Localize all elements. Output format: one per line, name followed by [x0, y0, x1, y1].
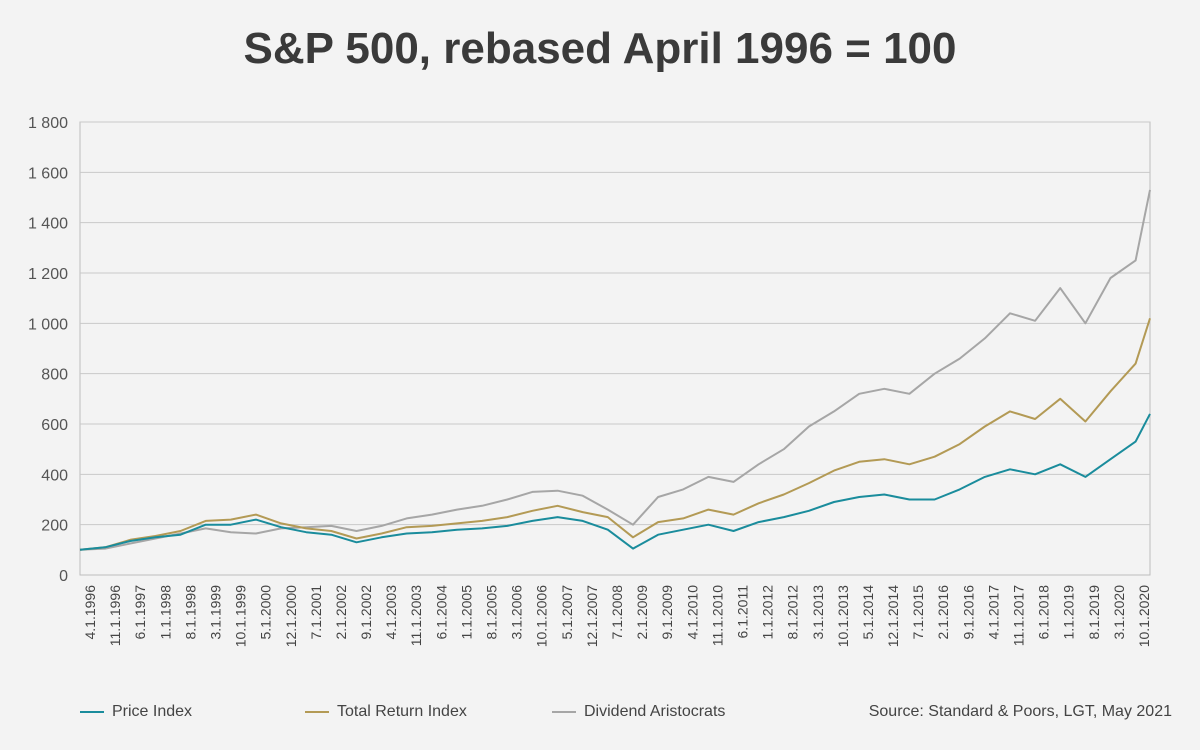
x-tick-label: 7.1.2015	[910, 585, 926, 640]
x-tick-label: 12.1.2000	[283, 585, 299, 647]
x-tick-label: 12.1.2007	[584, 585, 600, 647]
y-tick-label: 200	[41, 518, 68, 535]
legend-item-dividend-aristocrats: Dividend Aristocrats	[552, 703, 725, 721]
legend-swatch-dividend-aristocrats	[552, 711, 576, 713]
x-tick-label: 1.1.1998	[157, 585, 173, 640]
y-tick-label: 800	[41, 367, 68, 384]
x-tick-label: 6.1.2004	[433, 585, 449, 640]
x-tick-label: 1.1.2012	[760, 585, 776, 640]
y-tick-label: 1 000	[28, 316, 68, 333]
x-tick-label: 2.1.2016	[935, 585, 951, 640]
x-tick-label: 7.1.2008	[609, 585, 625, 640]
x-tick-label: 6.1.2018	[1036, 585, 1052, 640]
x-tick-label: 1.1.2019	[1061, 585, 1077, 640]
x-tick-label: 4.1.2017	[985, 585, 1001, 640]
x-tick-label: 3.1.2020	[1111, 585, 1127, 640]
x-tick-label: 10.1.2006	[534, 585, 550, 647]
legend: Price Index Total Return Index Dividend …	[0, 703, 1200, 723]
plot-area	[79, 121, 1151, 576]
x-tick-label: 5.1.2000	[258, 585, 274, 640]
x-tick-label: 10.1.1999	[233, 585, 249, 647]
x-tick-label: 4.1.2003	[383, 585, 399, 640]
x-tick-label: 8.1.2012	[785, 585, 801, 640]
x-tick-label: 9.1.2016	[960, 585, 976, 640]
x-tick-label: 4.1.1996	[82, 585, 98, 640]
x-tick-label: 9.1.2009	[659, 585, 675, 640]
x-tick-label: 5.1.2014	[860, 585, 876, 640]
x-tick-label: 10.1.2020	[1136, 585, 1152, 647]
series-line-price-index	[79, 413, 1151, 551]
x-tick-label: 3.1.2006	[509, 585, 525, 640]
x-tick-label: 11.1.1996	[107, 585, 123, 646]
legend-label-total-return-index: Total Return Index	[337, 703, 467, 720]
source-note: Source: Standard & Poors, LGT, May 2021	[868, 703, 1172, 720]
x-tick-label: 4.1.2010	[684, 585, 700, 640]
y-tick-label: 600	[41, 417, 68, 434]
x-tick-label: 2.1.2009	[634, 585, 650, 640]
legend-label-dividend-aristocrats: Dividend Aristocrats	[584, 703, 726, 720]
x-tick-label: 7.1.2001	[308, 585, 324, 640]
legend-swatch-total-return-index	[305, 711, 329, 713]
x-tick-label: 11.1.2010	[709, 585, 725, 646]
y-tick-label: 1 200	[28, 266, 68, 283]
x-tick-label: 10.1.2013	[835, 585, 851, 647]
x-tick-label: 8.1.1998	[182, 585, 198, 640]
x-tick-label: 3.1.2013	[810, 585, 826, 640]
x-tick-label: 11.1.2003	[408, 585, 424, 646]
legend-item-price-index: Price Index	[80, 703, 192, 721]
x-tick-label: 2.1.2002	[333, 585, 349, 640]
x-tick-label: 8.1.2005	[484, 585, 500, 640]
x-tick-label: 1.1.2005	[458, 585, 474, 640]
legend-swatch-price-index	[80, 711, 104, 713]
x-tick-label: 3.1.1999	[207, 585, 223, 640]
x-tick-label: 6.1.2011	[734, 585, 750, 639]
y-tick-label: 1 600	[28, 165, 68, 182]
chart-title: S&P 500, rebased April 1996 = 100	[243, 24, 957, 73]
y-tick-label: 0	[59, 568, 68, 585]
x-tick-label: 9.1.2002	[358, 585, 374, 640]
x-tick-label: 6.1.1997	[132, 585, 148, 640]
y-tick-label: 1 800	[28, 115, 68, 132]
x-tick-label: 11.1.2017	[1011, 585, 1027, 646]
series-line-dividend-aristocrats	[79, 189, 1151, 551]
y-tick-label: 1 400	[28, 216, 68, 233]
x-tick-label: 12.1.2014	[885, 585, 901, 647]
x-tick-label: 5.1.2007	[559, 585, 575, 640]
series-line-total-return-index	[79, 317, 1151, 551]
legend-item-total-return-index: Total Return Index	[305, 703, 467, 721]
legend-label-price-index: Price Index	[112, 703, 193, 720]
y-tick-label: 400	[41, 467, 68, 484]
x-tick-label: 8.1.2019	[1086, 585, 1102, 640]
